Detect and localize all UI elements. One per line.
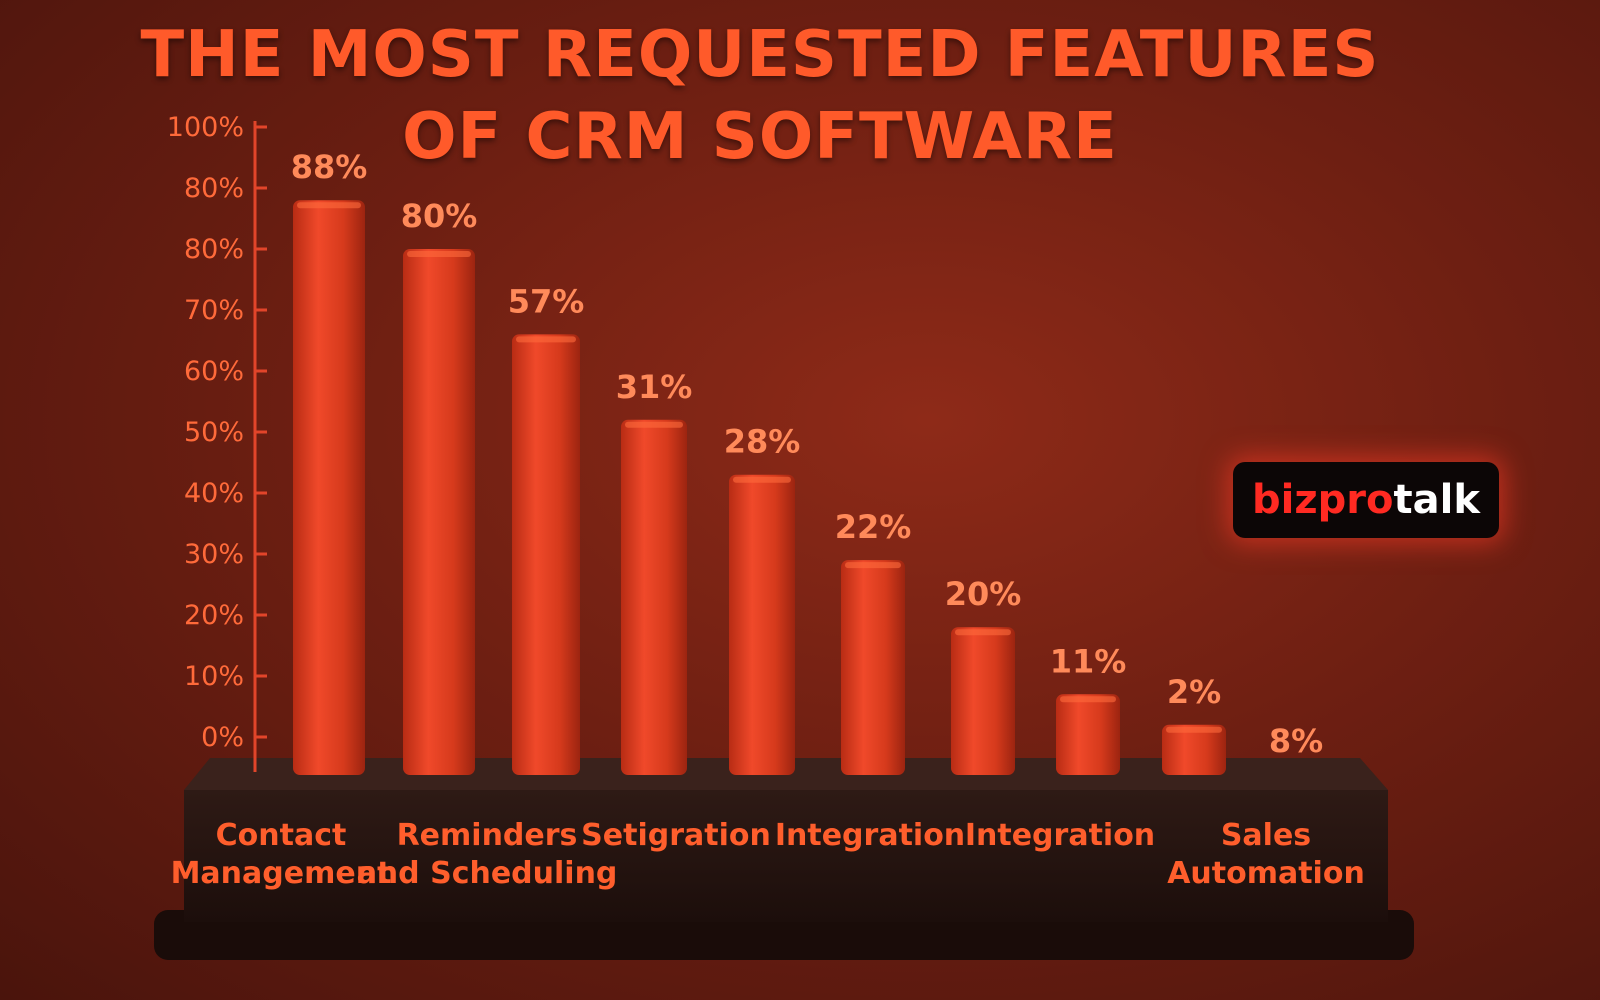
y-tick-label: 70% — [184, 295, 244, 326]
category-label: Sales Automation — [1167, 818, 1365, 891]
bar-value-label: 31% — [616, 368, 693, 406]
bar — [729, 474, 795, 775]
category-label: Integration — [965, 818, 1155, 853]
y-tick-label: 80% — [184, 234, 244, 265]
bar — [1056, 694, 1120, 775]
bar-value-label: 88% — [291, 148, 368, 186]
value-labels: 88% 80% 57% 31% 28% 22% 20% 11% 2% 8% — [291, 148, 1323, 760]
y-tick-label: 80% — [184, 173, 244, 204]
y-tick-label: 0% — [201, 722, 244, 753]
bar-value-label: 11% — [1050, 642, 1127, 680]
logo-text-talk: talk — [1393, 477, 1480, 523]
category-label: Reminders and Scheduling — [357, 818, 618, 891]
bar-highlight — [297, 202, 361, 209]
bar — [841, 560, 905, 775]
bar-value-label: 80% — [401, 197, 478, 235]
title-line-1: THE MOST REQUESTED FEATURES — [140, 18, 1380, 92]
y-tick-label: 30% — [184, 539, 244, 570]
category-label: Contact Management — [171, 818, 392, 891]
bar-highlight — [1166, 726, 1222, 733]
y-tick-label: 100% — [167, 112, 244, 143]
bar-value-label: 22% — [835, 508, 912, 546]
bar-highlight — [733, 476, 791, 483]
bar — [621, 419, 687, 775]
y-tick-label: 60% — [184, 356, 244, 387]
bar-highlight — [407, 251, 471, 257]
y-tick-label: 40% — [184, 478, 244, 509]
logo-text-bizpro: bizpro — [1252, 477, 1394, 523]
category-label: Integration — [775, 818, 965, 853]
chart-title: THE MOST REQUESTED FEATURES OF CRM SOFTW… — [0, 14, 1520, 178]
bar — [293, 200, 365, 775]
bar-value-label: 8% — [1269, 722, 1323, 760]
title-line-2: OF CRM SOFTWARE — [402, 100, 1118, 174]
bar — [1162, 724, 1226, 775]
bar-value-label: 20% — [945, 575, 1022, 613]
pedestal-bottom — [154, 910, 1414, 960]
y-tick-label: 20% — [184, 600, 244, 631]
bar-highlight — [516, 336, 576, 343]
bar-value-label: 2% — [1167, 673, 1221, 711]
pedestal-front — [184, 790, 1388, 922]
bar — [951, 627, 1015, 775]
bar-value-label: 28% — [724, 423, 801, 461]
y-axis: 0% 10% 20% 30% 40% 50% 60% 70% 80% 80% 100% — [167, 112, 267, 772]
bar — [403, 249, 475, 775]
bizprotalk-logo: bizpro talk — [1233, 462, 1499, 538]
bar-highlight — [1060, 696, 1116, 703]
bar-highlight — [625, 421, 683, 428]
bar-value-label: 57% — [508, 282, 585, 320]
y-tick-label: 10% — [184, 661, 244, 692]
category-label: Setigration — [581, 818, 771, 853]
bar-highlight — [845, 562, 901, 569]
bar-highlight — [955, 629, 1011, 636]
bars — [293, 200, 1226, 775]
bar — [512, 334, 580, 775]
y-tick-label: 50% — [184, 417, 244, 448]
